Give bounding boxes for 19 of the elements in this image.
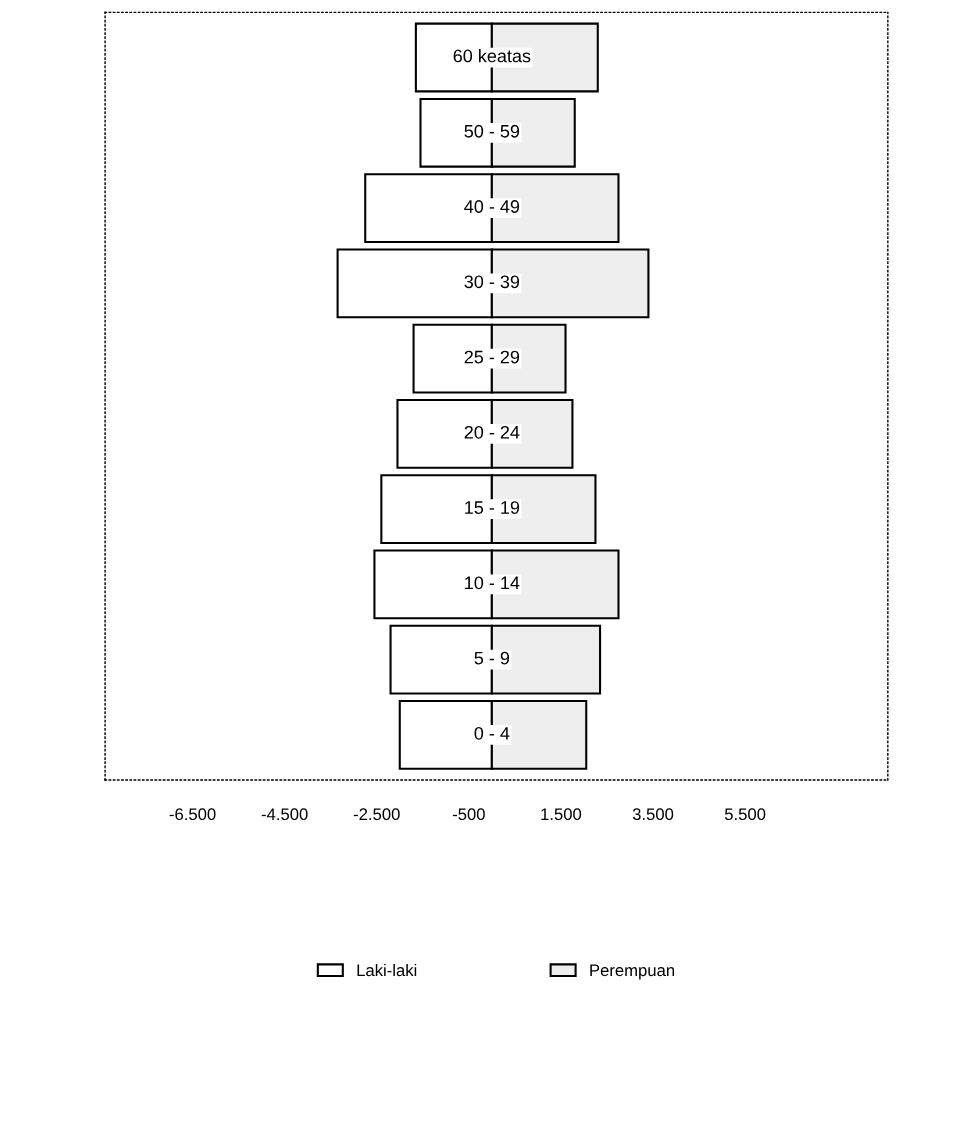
x-tick-label: 3.500	[632, 808, 674, 821]
x-tick-label: -6.500	[169, 808, 216, 821]
y-tick-label: 30 - 39	[464, 275, 520, 289]
y-tick-label: 60 keatas	[453, 49, 531, 63]
y-tick-label: 5 - 9	[474, 651, 510, 665]
y-tick-label: 0 - 4	[474, 726, 510, 740]
y-tick-label: 25 - 29	[464, 350, 520, 364]
y-tick-label: 20 - 24	[464, 425, 520, 439]
y-tick-label: 40 - 49	[464, 200, 520, 213]
x-tick-label: 1.500	[541, 808, 582, 821]
y-tick-label: 10 - 14	[465, 576, 520, 590]
legend-label: Perempuan	[590, 964, 675, 980]
x-tick-label: -4.500	[261, 808, 308, 821]
x-tick-label: -500	[452, 808, 485, 821]
x-tick-label: 5.500	[724, 808, 766, 821]
y-tick-label: 15 - 19	[465, 501, 520, 514]
legend-label: Laki-laki	[357, 963, 417, 977]
x-tick-label: -2.500	[353, 808, 400, 821]
y-tick-label: 50 - 59	[464, 124, 520, 138]
